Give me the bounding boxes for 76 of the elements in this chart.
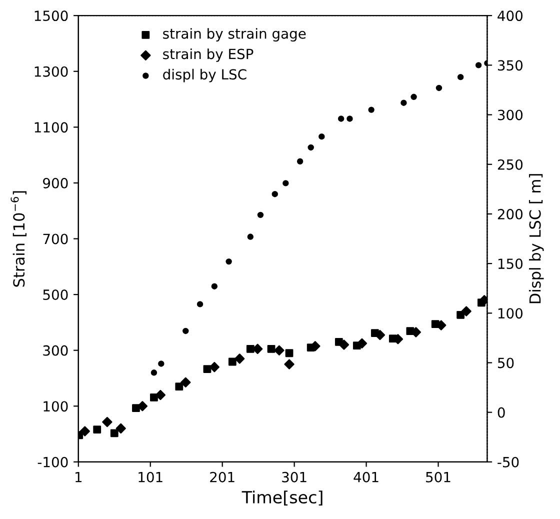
x-tick-label: 101 bbox=[138, 472, 162, 482]
y-tick-label: 1100 bbox=[34, 122, 68, 133]
x-tick-label: 201 bbox=[210, 472, 234, 482]
y2-tick-label: -50 bbox=[498, 456, 519, 468]
point bbox=[400, 100, 407, 106]
point bbox=[175, 382, 184, 391]
y2-tick-label: 250 bbox=[498, 159, 523, 170]
point bbox=[274, 345, 284, 356]
point bbox=[284, 359, 294, 370]
point bbox=[282, 180, 289, 186]
legend-label: strain by ESP bbox=[163, 48, 254, 62]
point bbox=[246, 344, 254, 353]
y-tick-label: 100 bbox=[44, 401, 68, 412]
point bbox=[228, 358, 236, 366]
x-tick-label: 1 bbox=[76, 472, 82, 482]
point bbox=[116, 423, 126, 434]
y2-tick-label: 50 bbox=[498, 358, 514, 368]
point bbox=[285, 349, 294, 358]
y-tick-label: -100 bbox=[38, 456, 68, 468]
point bbox=[226, 258, 232, 265]
point bbox=[318, 133, 325, 140]
point bbox=[80, 426, 90, 436]
point bbox=[252, 344, 263, 354]
point bbox=[436, 84, 442, 92]
point bbox=[457, 74, 464, 80]
point bbox=[308, 144, 314, 151]
point bbox=[257, 212, 264, 218]
point bbox=[203, 365, 212, 373]
y-axis-title: Strain [10$^{−6}$] bbox=[10, 191, 26, 287]
x-tick-label: 301 bbox=[282, 472, 306, 482]
legend-label: strain by strain gage bbox=[163, 28, 306, 42]
point bbox=[93, 426, 102, 434]
point bbox=[158, 360, 164, 367]
legend-label: displ by LSC bbox=[163, 68, 246, 82]
y-tick-label: 300 bbox=[43, 345, 68, 356]
y2-axis-title: Displ by LSC [ m] bbox=[528, 174, 544, 304]
y2-tick-label: 100 bbox=[498, 308, 523, 319]
point bbox=[182, 328, 189, 334]
x-tick-label: 401 bbox=[354, 472, 378, 482]
y2-tick-label: 300 bbox=[498, 110, 523, 120]
point bbox=[150, 370, 158, 376]
point bbox=[296, 158, 304, 164]
point bbox=[456, 310, 465, 319]
point bbox=[211, 283, 218, 290]
point bbox=[234, 354, 245, 364]
point bbox=[346, 116, 353, 122]
point bbox=[209, 362, 220, 372]
point bbox=[247, 234, 254, 240]
y2-tick-label: 200 bbox=[498, 208, 523, 220]
point bbox=[102, 416, 112, 428]
y-tick-label: 900 bbox=[43, 178, 68, 188]
point bbox=[267, 344, 276, 353]
y2-tick-label: 0 bbox=[498, 407, 505, 418]
y2-tick-label: 400 bbox=[498, 10, 523, 22]
point bbox=[272, 191, 278, 198]
point bbox=[410, 94, 417, 100]
y2-tick-label: 350 bbox=[498, 60, 523, 71]
point bbox=[356, 338, 368, 348]
point bbox=[338, 340, 350, 350]
point bbox=[110, 429, 118, 438]
point bbox=[196, 301, 204, 308]
x-tick-label: 501 bbox=[426, 472, 450, 482]
point bbox=[461, 306, 472, 316]
y-tick-label: 1500 bbox=[34, 10, 68, 22]
point bbox=[475, 62, 482, 68]
y2-tick-label: 150 bbox=[498, 258, 523, 270]
point bbox=[137, 401, 148, 412]
point bbox=[155, 390, 166, 400]
y-tick-label: 700 bbox=[43, 234, 68, 244]
point bbox=[338, 116, 344, 122]
y-tick-label: 1300 bbox=[34, 66, 68, 77]
point bbox=[368, 106, 374, 113]
point bbox=[150, 394, 158, 402]
y-tick-label: 500 bbox=[43, 290, 68, 300]
x-axis-title: Time[sec] bbox=[242, 490, 322, 506]
point bbox=[180, 377, 191, 388]
